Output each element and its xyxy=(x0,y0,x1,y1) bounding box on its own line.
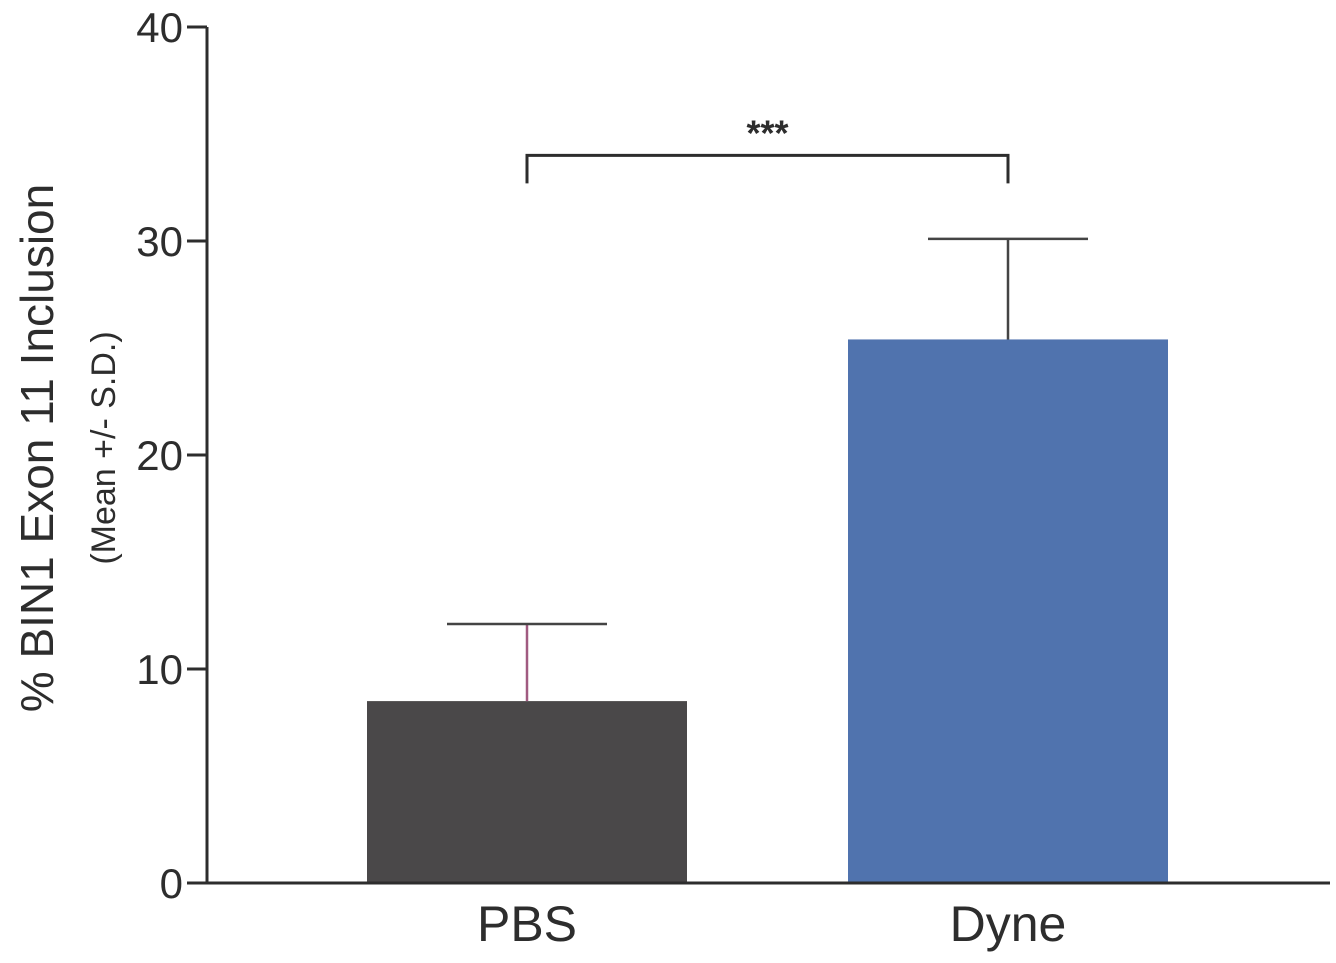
y-tick-label-20: 20 xyxy=(136,432,183,479)
y-ticks-group: 0 10 20 30 40 xyxy=(136,4,207,907)
significance-bracket-line xyxy=(525,153,1010,184)
y-tick-label-10: 10 xyxy=(136,646,183,693)
y-tick-label-30: 30 xyxy=(136,218,183,265)
significance-label: *** xyxy=(746,112,788,153)
x-labels-group: PBS Dyne xyxy=(477,896,1066,952)
y-axis-label: % BIN1 Exon 11 Inclusion xyxy=(11,184,63,712)
bars-group xyxy=(367,339,1168,883)
x-tick-label-dyne: Dyne xyxy=(950,896,1067,952)
error-bars-group xyxy=(447,237,1088,702)
y-tick-label-40: 40 xyxy=(136,4,183,51)
bar-pbs xyxy=(367,701,687,883)
bar-dyne xyxy=(848,339,1168,883)
y-axis-title: % BIN1 Exon 11 Inclusion (Mean +/- S.D.) xyxy=(11,184,123,712)
y-axis-sublabel: (Mean +/- S.D.) xyxy=(85,331,123,564)
y-tick-label-0: 0 xyxy=(160,860,183,907)
x-tick-label-pbs: PBS xyxy=(477,896,577,952)
significance-bracket: *** xyxy=(525,112,1010,184)
